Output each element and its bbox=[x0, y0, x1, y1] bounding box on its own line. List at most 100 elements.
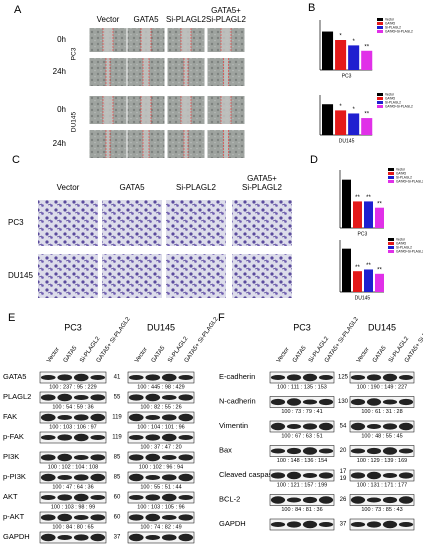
label: Vector bbox=[46, 347, 61, 364]
legend-swatch bbox=[388, 168, 394, 171]
blot-band bbox=[302, 496, 318, 504]
blot-frame bbox=[269, 445, 335, 457]
label: * bbox=[339, 34, 342, 40]
blot-frame bbox=[39, 531, 107, 544]
legend-swatch bbox=[388, 172, 394, 175]
blot-band bbox=[366, 374, 382, 381]
label: 100 : 84 : 81 : 36 bbox=[281, 507, 322, 513]
blot-band bbox=[90, 473, 106, 482]
label: Si-PLAGL2 bbox=[396, 175, 412, 179]
blot-band bbox=[302, 373, 318, 382]
legend-swatch bbox=[388, 246, 394, 249]
blot-band bbox=[366, 521, 382, 528]
label: FAK bbox=[3, 412, 17, 421]
blot-band bbox=[40, 533, 56, 542]
label: 41 bbox=[114, 375, 121, 381]
bar bbox=[348, 113, 360, 135]
legend-swatch bbox=[377, 18, 383, 21]
wound-gap bbox=[141, 96, 151, 124]
transwell-image bbox=[102, 254, 162, 298]
blot-frame bbox=[269, 396, 335, 408]
label: 100 : 84 : 80 : 65 bbox=[52, 524, 93, 530]
blot-band bbox=[161, 455, 177, 460]
blot-band bbox=[286, 497, 302, 503]
blot-band bbox=[318, 398, 334, 406]
label: 100 : 190 : 149 : 227 bbox=[357, 384, 407, 390]
bar bbox=[335, 40, 347, 70]
blot-band bbox=[161, 515, 177, 520]
wound-gap bbox=[143, 58, 149, 86]
blot-band bbox=[128, 533, 144, 542]
legend-swatch bbox=[377, 93, 383, 96]
blot-band bbox=[73, 534, 89, 541]
blot-frame bbox=[127, 451, 195, 464]
label: 60 bbox=[114, 515, 121, 521]
blot-band bbox=[270, 422, 286, 431]
blot-frame bbox=[39, 411, 107, 424]
label: GATA5+Si-PLAGL2 bbox=[385, 29, 413, 33]
wound-gap bbox=[103, 28, 113, 52]
label: GATA5 bbox=[133, 15, 159, 24]
label: 26 bbox=[340, 497, 347, 503]
blot-band bbox=[382, 423, 398, 430]
blot-band bbox=[40, 495, 56, 500]
label: 100 : 445 : 98 : 429 bbox=[137, 384, 184, 390]
blot-frame bbox=[127, 431, 195, 444]
label: PC3 bbox=[293, 322, 311, 332]
bar bbox=[361, 118, 373, 135]
blot-band bbox=[90, 435, 106, 440]
label: GATA5+Si-PLAGL2 bbox=[396, 249, 423, 253]
label: DU145 bbox=[147, 322, 175, 332]
blot-band bbox=[178, 514, 194, 521]
label: GATA5+ bbox=[211, 6, 241, 15]
bar bbox=[342, 179, 351, 228]
blot-band bbox=[398, 448, 414, 454]
blot-band bbox=[366, 424, 382, 429]
blot-frame bbox=[269, 420, 335, 433]
blot-band bbox=[382, 447, 398, 455]
transwell-image bbox=[232, 200, 292, 246]
label: GATA5+ bbox=[247, 174, 277, 183]
label: Vector bbox=[57, 183, 80, 192]
blot-frame bbox=[39, 431, 107, 444]
blot-band bbox=[178, 454, 194, 461]
blot-band bbox=[318, 496, 334, 504]
blot-band bbox=[318, 522, 334, 527]
wound-gap bbox=[106, 130, 110, 158]
label: GAPDH bbox=[219, 519, 246, 528]
wound-gap bbox=[103, 96, 113, 124]
blot-band bbox=[350, 496, 366, 504]
legend-swatch bbox=[377, 30, 383, 33]
blot-band bbox=[286, 374, 302, 381]
label: * bbox=[339, 104, 342, 110]
blot-frame bbox=[127, 491, 195, 504]
label: GATA5 bbox=[119, 183, 145, 192]
blot-frame bbox=[269, 371, 335, 384]
label: 55 bbox=[114, 395, 121, 401]
bar bbox=[375, 207, 384, 228]
label: p-PI3K bbox=[3, 472, 26, 481]
label: 85 bbox=[114, 475, 121, 481]
blot-band bbox=[57, 453, 73, 462]
bar bbox=[322, 31, 334, 71]
blot-band bbox=[128, 413, 144, 422]
blot-band bbox=[350, 375, 366, 380]
label: 100 : 103 : 106 : 97 bbox=[49, 424, 96, 430]
label: ** bbox=[377, 201, 382, 207]
label: Vector bbox=[97, 15, 120, 24]
label: PC3 bbox=[342, 73, 352, 79]
label: Vimentin bbox=[219, 421, 248, 430]
blot-band bbox=[178, 533, 194, 542]
blot-band bbox=[286, 424, 302, 429]
blot-band bbox=[40, 394, 56, 401]
blot-band bbox=[302, 399, 318, 405]
bar bbox=[348, 45, 360, 70]
blot-frame bbox=[127, 371, 195, 384]
label: E bbox=[8, 312, 15, 324]
blot-band bbox=[302, 473, 318, 478]
legend-swatch bbox=[377, 22, 383, 25]
wound-gap bbox=[221, 28, 231, 52]
blot-band bbox=[40, 375, 56, 380]
blot-frame bbox=[39, 391, 107, 404]
label: p-AKT bbox=[3, 512, 25, 521]
